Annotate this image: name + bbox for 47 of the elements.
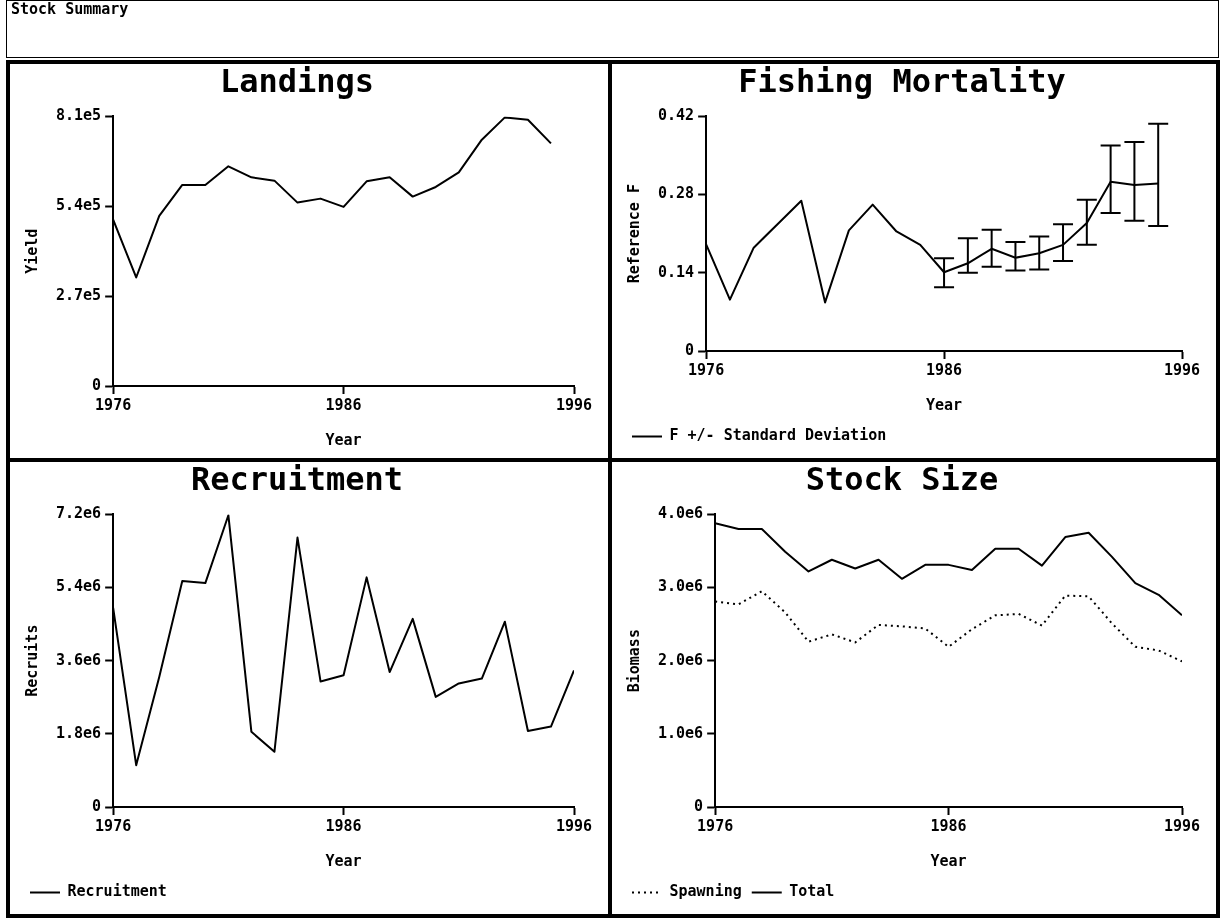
y-tick-label: 2.0e6 — [658, 650, 704, 669]
y-tick-label: 5.4e6 — [56, 577, 102, 596]
x-tick-label: 1976 — [697, 816, 734, 835]
y-axis-title: Reference F — [624, 184, 643, 284]
x-tick-label: 1986 — [930, 816, 967, 835]
x-tick-label: 1996 — [555, 816, 593, 835]
y-tick-label: 1.8e6 — [56, 723, 102, 742]
x-axis-title: Year — [325, 851, 362, 870]
y-tick-label: 0 — [685, 340, 695, 359]
chart-title: Recruitment — [191, 459, 403, 498]
text: Stock Summary — [11, 0, 130, 18]
y-tick-label: 7.2e6 — [56, 504, 102, 523]
x-tick-label: 1996 — [555, 395, 593, 414]
x-tick-label: 1986 — [325, 816, 362, 835]
y-tick-label: 0 — [92, 796, 102, 815]
y-tick-label: 0.28 — [658, 184, 695, 203]
x-tick-label: 1976 — [95, 395, 132, 414]
x-tick-label: 1996 — [1163, 816, 1201, 835]
y-tick-label: 0 — [694, 796, 704, 815]
chart-title: Stock Size — [805, 459, 999, 498]
y-tick-label: 2.7e5 — [56, 286, 102, 305]
y-tick-label: 0.14 — [658, 262, 695, 281]
y-tick-label: 5.4e5 — [56, 196, 102, 215]
y-axis-title: Yield — [22, 228, 41, 274]
x-tick-label: 1996 — [1163, 360, 1201, 379]
legend-label: Spawning — [669, 882, 742, 901]
y-tick-label: 0.42 — [658, 106, 695, 125]
y-tick-label: 3.6e6 — [56, 650, 102, 669]
y-tick-label: 1.0e6 — [658, 723, 704, 742]
x-tick-label: 1976 — [95, 816, 132, 835]
legend-label: Recruitment — [67, 882, 167, 901]
x-tick-label: 1976 — [688, 360, 725, 379]
x-tick-label: 1986 — [926, 360, 963, 379]
x-axis-title: Year — [325, 430, 362, 449]
chart-title: Landings — [219, 61, 375, 100]
y-axis-title: Recruits — [22, 624, 41, 697]
x-tick-label: 1986 — [325, 395, 362, 414]
x-axis-title: Year — [926, 395, 963, 414]
y-axis-title: Biomass — [624, 629, 643, 693]
x-axis-title: Year — [930, 851, 967, 870]
legend-label: F +/- Standard Deviation — [669, 426, 887, 445]
y-tick-label: 3.0e6 — [658, 577, 704, 596]
y-tick-label: 4.0e6 — [658, 504, 704, 523]
chart-title: Fishing Mortality — [738, 61, 1066, 100]
legend-label: Total — [789, 882, 835, 901]
y-tick-label: 0 — [92, 375, 102, 394]
y-tick-label: 8.1e5 — [56, 106, 102, 125]
